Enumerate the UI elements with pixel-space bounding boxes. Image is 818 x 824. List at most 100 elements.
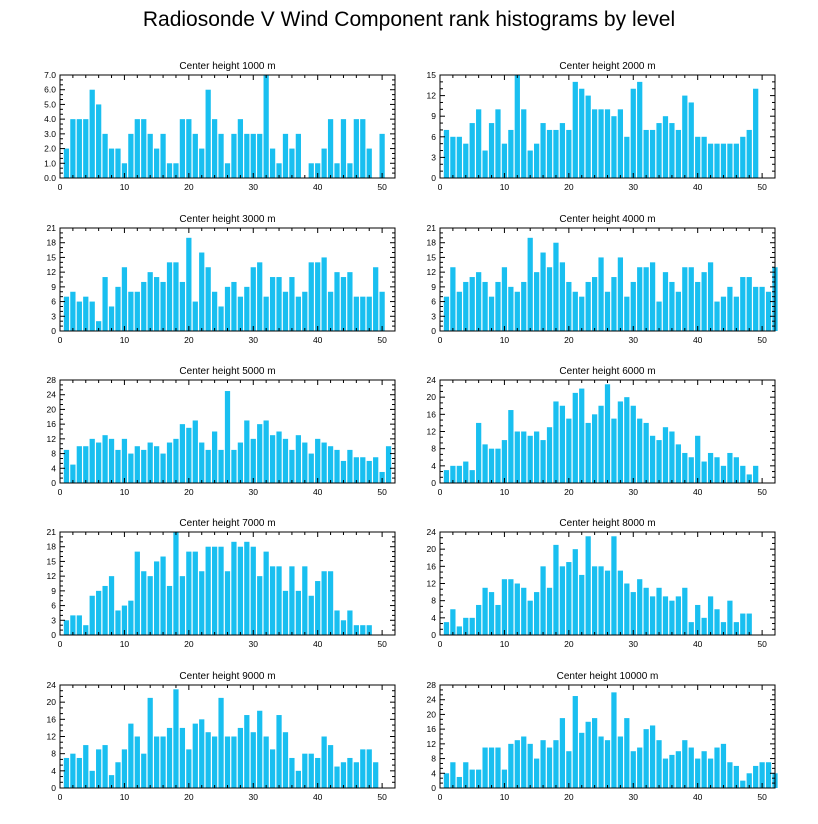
- histogram-bar: [295, 435, 301, 483]
- histogram-bar: [108, 148, 115, 178]
- histogram-bar: [540, 740, 546, 788]
- histogram-bar: [224, 163, 231, 178]
- histogram-bar: [218, 449, 224, 483]
- panel-title: Center height 3000 m: [179, 214, 275, 225]
- histogram-bar: [237, 442, 244, 483]
- histogram-bar: [695, 604, 701, 635]
- histogram-bar: [559, 405, 566, 483]
- histogram-bar: [527, 237, 533, 331]
- x-tick-label: 40: [693, 335, 703, 345]
- histogram-bar: [649, 435, 656, 483]
- panel-title: Center height 8000 m: [559, 518, 655, 529]
- histogram-bar: [282, 590, 289, 635]
- histogram-bar: [456, 291, 462, 331]
- histogram-bar: [334, 449, 340, 483]
- x-tick-label: 50: [757, 792, 767, 802]
- histogram-bar: [669, 123, 675, 178]
- panel-title: Center height 5000 m: [179, 366, 275, 377]
- histogram-bar: [263, 75, 269, 178]
- histogram-panel: Center height 10000 m 0 4 8 12 16 20 24 28 0 10 20 3…: [427, 671, 778, 802]
- histogram-bar: [327, 446, 334, 483]
- histogram-bar: [476, 769, 482, 788]
- histogram-bar: [765, 762, 772, 788]
- panel-title: Center height 2000 m: [559, 61, 655, 72]
- histogram-bar: [334, 766, 340, 788]
- histogram-bar: [662, 758, 669, 788]
- histogram-bar: [740, 613, 746, 635]
- histogram-bar: [308, 453, 314, 483]
- x-tick-label: 10: [120, 182, 130, 192]
- x-tick-label: 50: [377, 335, 387, 345]
- histogram-bar: [662, 427, 669, 483]
- histogram-bar: [501, 579, 508, 635]
- histogram-bar: [366, 625, 372, 635]
- histogram-bar: [572, 291, 578, 331]
- histogram-bar: [237, 119, 244, 178]
- histogram-bar: [192, 723, 198, 788]
- histogram-bar: [727, 600, 733, 635]
- histogram-bar: [244, 541, 250, 635]
- histogram-bar: [321, 736, 327, 788]
- histogram-bar: [553, 242, 559, 331]
- histogram-bar: [269, 749, 276, 788]
- histogram-bar: [624, 718, 630, 788]
- y-tick-label: 24: [427, 695, 437, 705]
- histogram-bar: [630, 405, 636, 483]
- y-tick-label: 20: [427, 392, 437, 402]
- histogram-bar: [289, 449, 295, 483]
- histogram-bar: [366, 460, 372, 483]
- histogram-bar: [488, 747, 495, 788]
- histogram-bar: [508, 410, 514, 483]
- histogram-bar: [733, 765, 739, 788]
- histogram-bar: [637, 747, 643, 788]
- x-tick-label: 30: [629, 487, 639, 497]
- histogram-bar: [553, 544, 559, 635]
- y-tick-label: 16: [47, 714, 57, 724]
- x-tick-label: 20: [184, 639, 194, 649]
- histogram-bar: [289, 148, 295, 178]
- histogram-bar: [559, 718, 566, 788]
- histogram-bar: [495, 604, 501, 635]
- y-tick-label: 16: [427, 724, 437, 734]
- histogram-bar: [76, 615, 82, 635]
- histogram-bar: [637, 81, 643, 178]
- panel-title: Center height 4000 m: [559, 214, 655, 225]
- histogram-bar: [199, 442, 205, 483]
- histogram-bar: [611, 418, 617, 483]
- x-tick-label: 0: [58, 487, 63, 497]
- y-tick-label: 21: [427, 223, 437, 233]
- histogram-bar: [759, 762, 765, 788]
- x-tick-label: 10: [500, 182, 510, 192]
- y-tick-label: 15: [427, 70, 437, 80]
- histogram-bar: [656, 440, 662, 483]
- histogram-bar: [108, 775, 115, 788]
- histogram-bar: [160, 281, 166, 331]
- histogram-bar: [514, 740, 520, 788]
- histogram-bar: [186, 749, 192, 788]
- x-tick-label: 20: [184, 335, 194, 345]
- histogram-bar: [707, 143, 714, 178]
- histogram-bar: [508, 579, 514, 635]
- histogram-bar: [759, 286, 765, 331]
- histogram-bar: [720, 296, 727, 331]
- histogram-bar: [154, 561, 160, 635]
- histogram-bar: [540, 123, 546, 178]
- y-tick-label: 20: [47, 404, 57, 414]
- histogram-bar: [585, 95, 591, 178]
- histogram-bar: [746, 277, 752, 331]
- y-tick-label: 15: [47, 556, 57, 566]
- histogram-bar: [469, 769, 475, 788]
- histogram-bar: [192, 133, 198, 178]
- histogram-bar: [469, 617, 475, 635]
- histogram-bar: [495, 281, 501, 331]
- histogram-bar: [269, 148, 276, 178]
- histogram-bar: [495, 448, 501, 483]
- histogram-bar: [566, 418, 572, 483]
- histogram-bar: [598, 566, 604, 635]
- histogram-bar: [321, 442, 327, 483]
- histogram-bar: [327, 291, 334, 331]
- histogram-panel: Center height 2000 m 0 3 6 9 12 15 0 10 20 30 40 50: [427, 61, 776, 192]
- histogram-bar: [488, 448, 495, 483]
- y-tick-label: 9: [51, 586, 56, 596]
- histogram-bar: [488, 592, 495, 635]
